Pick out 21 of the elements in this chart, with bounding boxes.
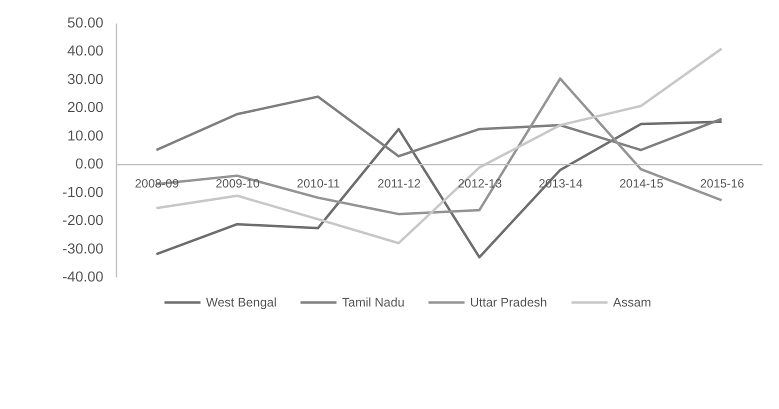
x-tick-label: 2011-12 (378, 176, 422, 191)
x-tick-label: 2009-10 (216, 176, 260, 191)
y-tick-label: -20.00 (62, 213, 104, 230)
x-tick-label: 2014-15 (619, 176, 664, 191)
y-tick-label: -40.00 (62, 270, 104, 286)
y-tick-label: 40.00 (67, 44, 104, 60)
x-tick-label: 2010-11 (296, 176, 340, 191)
y-tick-label: -10.00 (62, 184, 104, 201)
legend-label: Assam (613, 296, 652, 310)
y-tick-label: 50.00 (67, 16, 104, 32)
y-tick-label: 10.00 (67, 128, 104, 144)
y-tick-label: -30.00 (62, 241, 104, 258)
x-tick-label: 2015-16 (700, 176, 744, 191)
x-tick-label: 2008-09 (134, 176, 180, 191)
legend-label: West Bengal (206, 296, 277, 310)
y-tick-label: 0.00 (75, 156, 104, 173)
line-series (155, 95, 723, 158)
y-tick-label: 20.00 (67, 100, 104, 116)
legend-label: Tamil Nadu (342, 296, 405, 310)
legend-label: Uttar Pradesh (470, 296, 548, 310)
y-tick-label: 30.00 (67, 72, 104, 88)
